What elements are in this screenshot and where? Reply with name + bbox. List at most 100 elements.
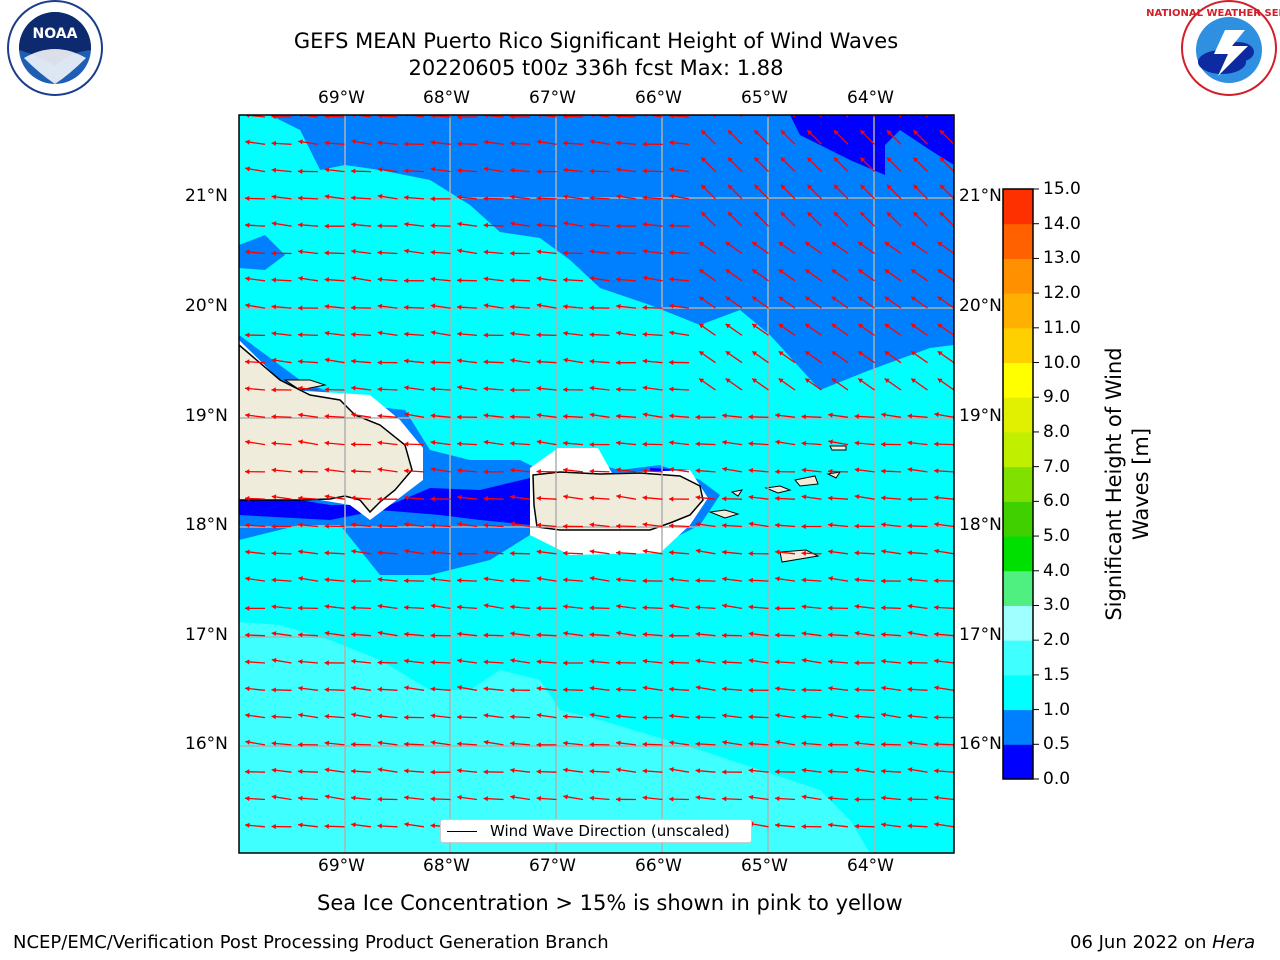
wind-arrow-head: [881, 822, 886, 828]
wind-arrow-head: [298, 359, 303, 365]
wind-arrow-head: [642, 221, 648, 228]
wind-arrow-head: [457, 631, 462, 637]
wind-arrow-head: [589, 441, 594, 448]
wind-arrow-head: [699, 296, 705, 302]
wind-arrow-head: [536, 576, 542, 582]
wind-arrow-head: [351, 305, 356, 311]
colorbar-tick-label: 4.0: [1043, 560, 1071, 581]
wind-arrow-head: [748, 794, 754, 800]
wind-arrow-head: [911, 269, 917, 274]
wind-arrow-head: [245, 332, 250, 338]
wind-arrow-head: [722, 769, 727, 775]
colorbar-tick-label: 15.0: [1043, 179, 1081, 199]
colorbar-tick-label: 10.0: [1043, 352, 1081, 373]
footer-branch: NCEP/EMC/Verification Post Processing Pr…: [13, 932, 609, 953]
wind-arrow-head: [430, 249, 436, 255]
wind-arrow-head: [775, 605, 780, 611]
wind-arrow-head: [911, 351, 917, 356]
wind-arrow-head: [483, 139, 489, 145]
wind-arrow-head: [430, 359, 435, 365]
wind-arrow-head: [298, 332, 303, 338]
lon-label-bottom: 68°W: [423, 856, 470, 876]
wind-arrow-head: [858, 269, 864, 274]
wind-arrow-head: [854, 440, 860, 446]
wind-arrow-head: [858, 351, 864, 356]
wind-arrow-head: [536, 522, 542, 528]
wind-arrow-head: [510, 250, 515, 256]
wind-arrow-head: [404, 521, 409, 528]
wind-arrow-head: [245, 605, 250, 611]
wind-arrow-head: [377, 193, 383, 199]
wind-arrow-head: [245, 276, 250, 282]
wind-arrow-head: [775, 576, 780, 582]
wind-arrow-head: [430, 549, 436, 556]
wind-arrow-head: [940, 103, 945, 108]
wind-arrow-head: [695, 795, 701, 801]
wind-arrow-head: [616, 767, 621, 773]
wind-arrow-head: [616, 713, 621, 719]
wind-arrow-head: [884, 296, 890, 302]
wind-arrow-head: [351, 495, 356, 501]
lon-label-top: 66°W: [635, 88, 682, 108]
wind-arrow-head: [775, 822, 780, 828]
wind-arrow-head: [351, 795, 356, 801]
wind-arrow-head: [510, 604, 515, 610]
nws-logo: NATIONAL WEATHER SERVICE: [1146, 0, 1280, 96]
wind-arrow-head: [911, 378, 917, 384]
wind-arrow-head: [377, 167, 383, 173]
wind-arrow-head: [937, 242, 943, 247]
wind-arrow-head: [669, 115, 674, 119]
wind-arrow-head: [510, 550, 515, 556]
wind-arrow-head: [536, 549, 542, 555]
wind-arrow-head: [642, 441, 647, 447]
wind-arrow-head: [563, 194, 568, 200]
wind-arrow-head: [695, 414, 700, 420]
wind-arrow-head: [642, 412, 648, 418]
wind-arrow-head: [589, 575, 595, 581]
lon-label-top: 68°W: [423, 88, 470, 108]
wind-arrow-head: [536, 632, 541, 638]
wind-arrow-head: [351, 222, 356, 228]
wind-arrow-head: [616, 140, 621, 146]
wind-arrow-head: [669, 496, 674, 502]
wind-arrow-head: [807, 130, 813, 136]
wind-arrow-head: [695, 604, 700, 610]
wind-arrow-head: [642, 275, 648, 281]
wind-arrow-head: [271, 115, 276, 120]
wind-arrow-head: [748, 521, 754, 527]
wind-arrow-head: [884, 269, 890, 274]
wind-arrow-head: [457, 551, 462, 557]
wind-arrow-head: [457, 441, 462, 447]
wind-arrow-head: [563, 413, 568, 420]
wind-arrow-head: [881, 632, 886, 638]
wind-arrow-head: [377, 660, 382, 666]
wind-arrow-head: [669, 440, 674, 446]
wind-arrow-head: [324, 140, 330, 146]
wind-arrow-head: [351, 712, 356, 718]
wind-arrow-head: [828, 685, 833, 691]
wind-arrow-head: [699, 242, 705, 247]
wind-arrow-head: [298, 742, 303, 748]
wind-arrow-head: [884, 351, 890, 356]
colorbar-tick-label: 3.0: [1043, 595, 1071, 616]
wind-arrow-head: [536, 795, 542, 801]
wind-arrow-head: [271, 604, 277, 610]
wind-arrow-head: [907, 686, 912, 692]
wind-arrow-head: [907, 660, 912, 666]
wind-arrow-head: [828, 742, 833, 748]
wind-arrow-head: [404, 221, 409, 227]
wind-arrow-head: [510, 521, 515, 527]
wind-arrow-head: [483, 222, 488, 228]
wind-arrow-head: [913, 103, 918, 108]
wind-arrow-head: [483, 549, 489, 555]
wind-arrow-head: [298, 439, 303, 445]
wind-arrow-head: [298, 605, 303, 611]
wind-arrow-head: [854, 494, 860, 500]
wind-arrow-head: [430, 276, 436, 282]
wind-arrow-head: [828, 768, 833, 775]
wind-arrow-head: [748, 577, 753, 583]
wind-arrow-head: [271, 194, 277, 200]
wind-arrow-head: [907, 767, 913, 773]
wind-arrow-head: [351, 139, 356, 145]
